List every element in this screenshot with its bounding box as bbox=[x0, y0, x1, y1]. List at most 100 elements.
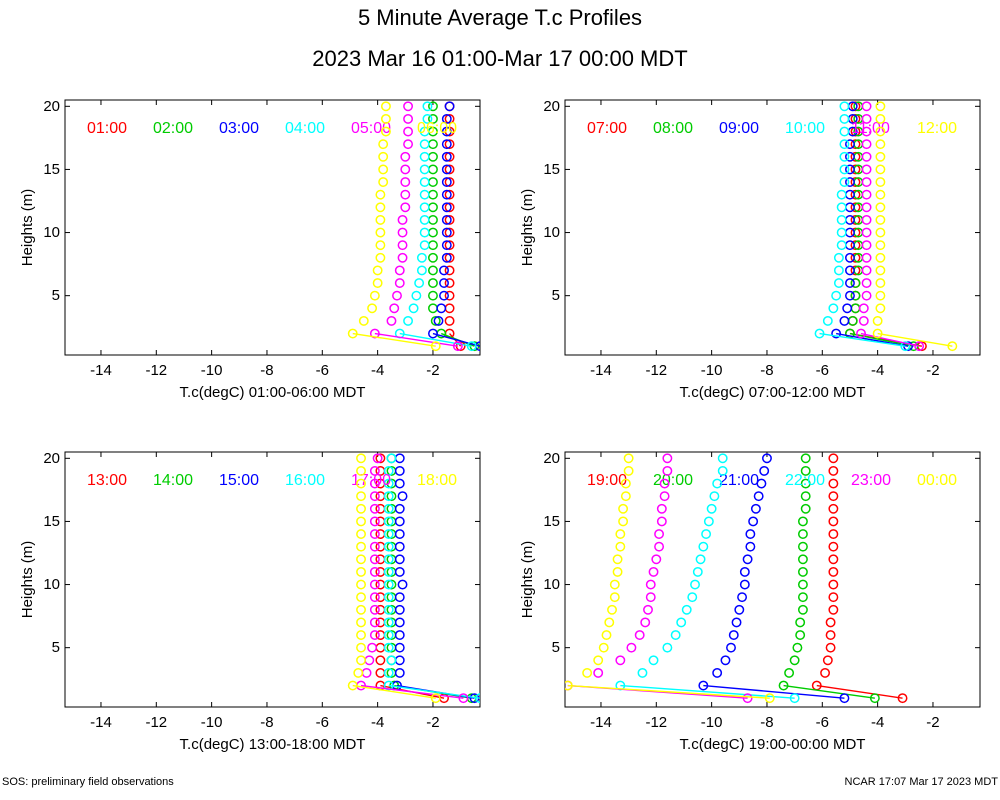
legend-label: 01:00 bbox=[87, 120, 127, 137]
data-point bbox=[430, 315, 441, 326]
data-point bbox=[369, 516, 380, 527]
x-tick-label: -2 bbox=[926, 714, 939, 731]
data-point bbox=[433, 315, 444, 326]
data-point bbox=[383, 579, 394, 590]
data-point bbox=[626, 642, 637, 653]
y-axis-label: Heights (m) bbox=[519, 541, 536, 619]
data-point bbox=[701, 529, 712, 540]
x-tick-label: -2 bbox=[926, 362, 939, 379]
data-point bbox=[847, 315, 858, 326]
data-point bbox=[439, 265, 449, 276]
data-point bbox=[397, 252, 408, 263]
data-point bbox=[428, 139, 438, 150]
data-point bbox=[356, 655, 366, 666]
series-line bbox=[352, 684, 436, 699]
data-point bbox=[947, 341, 958, 352]
data-point bbox=[394, 642, 405, 653]
data-point bbox=[612, 554, 623, 565]
data-point bbox=[789, 655, 800, 666]
data-point bbox=[369, 630, 380, 640]
data-point bbox=[839, 101, 850, 112]
data-point bbox=[850, 227, 861, 238]
data-point bbox=[875, 252, 886, 263]
legend-label: 16:00 bbox=[285, 472, 325, 489]
y-tick-label: 15 bbox=[543, 161, 560, 178]
data-point bbox=[383, 642, 394, 653]
data-point bbox=[428, 151, 438, 162]
data-point bbox=[850, 139, 861, 150]
data-point bbox=[620, 478, 631, 489]
data-point bbox=[845, 290, 855, 301]
data-point bbox=[383, 680, 394, 691]
series-line bbox=[819, 332, 906, 347]
data-point bbox=[645, 579, 656, 590]
data-point bbox=[861, 240, 872, 251]
y-axis-label: Heights (m) bbox=[19, 189, 36, 267]
series-2000 bbox=[778, 453, 880, 704]
data-point bbox=[861, 164, 872, 175]
data-point bbox=[441, 139, 452, 150]
data-point bbox=[400, 177, 411, 188]
series-1500 bbox=[392, 453, 480, 704]
data-point bbox=[419, 164, 430, 175]
data-point bbox=[375, 227, 386, 238]
data-point bbox=[618, 503, 629, 514]
y-tick-label: 5 bbox=[552, 287, 560, 304]
data-point bbox=[828, 529, 839, 540]
data-point bbox=[839, 693, 850, 704]
data-point bbox=[784, 667, 795, 678]
data-point bbox=[897, 693, 908, 704]
data-point bbox=[394, 592, 405, 603]
x-tick-label: -10 bbox=[701, 362, 723, 379]
chart-title: 5 Minute Average T.c Profiles bbox=[358, 5, 642, 30]
legend-label: 02:00 bbox=[153, 120, 193, 137]
data-point bbox=[833, 252, 844, 263]
data-point bbox=[712, 667, 723, 678]
series-line bbox=[432, 332, 480, 347]
data-point bbox=[356, 566, 366, 577]
x-tick-label: -14 bbox=[590, 362, 612, 379]
data-point bbox=[748, 516, 759, 527]
data-point bbox=[831, 290, 842, 301]
series-0500 bbox=[369, 101, 463, 352]
data-point bbox=[797, 604, 808, 615]
data-point bbox=[872, 328, 883, 339]
data-point bbox=[369, 604, 380, 615]
data-point bbox=[400, 202, 411, 213]
data-point bbox=[753, 491, 764, 502]
y-tick-label: 15 bbox=[43, 161, 60, 178]
data-point bbox=[850, 151, 861, 162]
data-point bbox=[797, 566, 808, 577]
data-point bbox=[850, 177, 861, 188]
data-point bbox=[814, 328, 825, 339]
y-tick-label: 20 bbox=[543, 98, 560, 115]
data-point bbox=[441, 177, 452, 188]
legend-label: 12:00 bbox=[917, 120, 957, 137]
data-point bbox=[845, 151, 855, 162]
data-point bbox=[875, 177, 886, 188]
data-point bbox=[634, 630, 645, 640]
data-point bbox=[839, 113, 850, 124]
series-line bbox=[360, 684, 464, 699]
data-point bbox=[380, 101, 391, 112]
data-point bbox=[662, 465, 673, 476]
data-point bbox=[582, 667, 593, 678]
data-point bbox=[375, 667, 386, 678]
data-point bbox=[466, 341, 477, 352]
data-point bbox=[400, 164, 411, 175]
data-point bbox=[441, 202, 452, 213]
plot-frame bbox=[564, 451, 981, 708]
series-2100 bbox=[698, 453, 850, 704]
chart-panel-4: -14 -12 -10 -8 -6 -4 -2 5 10 15 20 T.c(degC) 19:00-… bbox=[519, 450, 981, 753]
data-point bbox=[717, 465, 728, 476]
data-point bbox=[690, 579, 700, 590]
data-point bbox=[394, 604, 405, 615]
data-point bbox=[712, 478, 723, 489]
series-line bbox=[877, 332, 953, 347]
data-point bbox=[618, 516, 629, 527]
data-point bbox=[441, 214, 452, 225]
data-point bbox=[676, 617, 687, 628]
data-point bbox=[875, 139, 886, 150]
data-point bbox=[654, 541, 665, 552]
data-point bbox=[375, 642, 386, 653]
